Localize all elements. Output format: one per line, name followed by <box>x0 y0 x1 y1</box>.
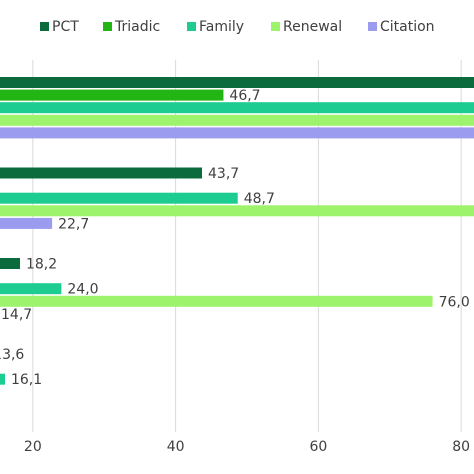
x-tick-label: 60 <box>309 439 327 455</box>
legend-swatch <box>271 22 280 31</box>
value-label: 13,6 <box>0 347 24 363</box>
value-label: 48,7 <box>244 191 275 207</box>
legend-label: Renewal <box>283 19 342 35</box>
x-tick-label: 20 <box>24 439 42 455</box>
x-tick-label: 80 <box>452 439 470 455</box>
bar <box>0 217 53 229</box>
bar <box>0 127 474 139</box>
legend-swatch <box>40 22 49 31</box>
value-label: 76,0 <box>439 294 470 310</box>
bar <box>0 205 474 217</box>
legend-label: Citation <box>380 19 435 35</box>
value-label: 14,7 <box>1 307 32 323</box>
legend-swatch <box>187 22 196 31</box>
bar <box>0 373 5 385</box>
legend-swatch <box>368 22 377 31</box>
value-label: 24,0 <box>67 282 98 298</box>
value-label: 18,2 <box>26 257 57 273</box>
legend-label: PCT <box>52 19 79 35</box>
legend-label: Family <box>199 19 244 35</box>
value-label: 43,7 <box>208 166 239 182</box>
bar <box>0 295 433 307</box>
x-tick-label: 40 <box>167 439 185 455</box>
bar <box>0 77 474 88</box>
bar <box>0 192 238 204</box>
bar <box>0 283 62 295</box>
legend-swatch <box>103 22 112 31</box>
value-label: 22,7 <box>58 216 89 232</box>
value-label: 16,1 <box>11 372 42 388</box>
bar <box>0 89 224 101</box>
bar <box>0 167 203 179</box>
bar <box>0 114 474 126</box>
value-label: 46,7 <box>229 88 260 104</box>
legend-label: Triadic <box>114 19 160 35</box>
bar <box>0 102 474 114</box>
bar <box>0 258 20 269</box>
